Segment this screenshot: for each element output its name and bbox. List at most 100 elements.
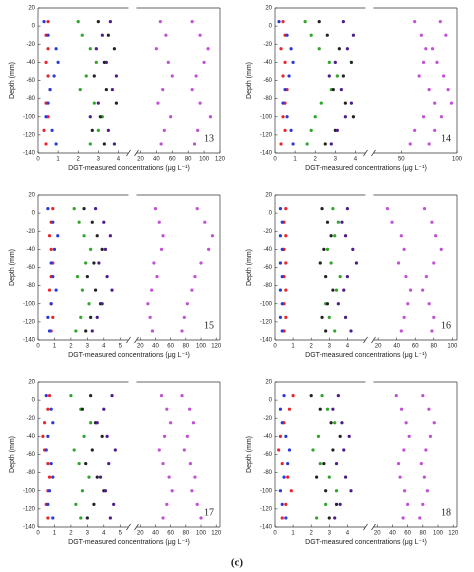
- data-point: [280, 329, 284, 333]
- data-point: [406, 302, 410, 306]
- data-point: [349, 101, 354, 105]
- data-point: [185, 302, 189, 306]
- data-point: [424, 47, 428, 51]
- y-tick-label: -80: [26, 96, 35, 102]
- data-point: [76, 19, 80, 24]
- data-point: [333, 329, 337, 333]
- data-point: [413, 19, 417, 24]
- data-point: [345, 206, 349, 211]
- data-point: [51, 220, 55, 224]
- y-tick-label: -20: [263, 229, 272, 235]
- y-tick-label: -120: [260, 132, 273, 138]
- data-point: [281, 115, 285, 119]
- data-point: [77, 461, 81, 466]
- data-point: [340, 220, 344, 224]
- data-point: [287, 407, 292, 411]
- x-tick-label: 40: [152, 344, 159, 350]
- data-point: [199, 516, 203, 520]
- data-point: [108, 234, 112, 238]
- axis-break: [363, 336, 368, 344]
- data-point: [194, 74, 198, 78]
- data-point: [208, 115, 213, 119]
- data-point: [84, 261, 88, 265]
- data-point: [291, 393, 295, 398]
- data-point: [47, 393, 52, 398]
- data-point: [283, 128, 287, 132]
- data-point: [334, 489, 339, 493]
- data-point: [158, 19, 162, 24]
- caption: (c): [231, 557, 244, 569]
- data-point: [289, 128, 293, 132]
- data-point: [309, 128, 313, 132]
- data-point: [51, 206, 55, 211]
- panel-label: 13: [204, 133, 214, 144]
- x-tick-label: 1: [53, 531, 57, 537]
- data-point: [170, 489, 174, 493]
- data-point: [385, 206, 389, 211]
- data-point: [339, 87, 343, 92]
- y-tick-label: 20: [265, 6, 272, 12]
- data-point: [432, 261, 436, 265]
- x-tick-label: 100: [447, 344, 458, 350]
- x-tick-label: 20: [137, 531, 144, 537]
- x-tick-label: 1: [53, 344, 57, 350]
- data-point: [404, 274, 408, 279]
- data-point: [283, 60, 287, 64]
- x-axis-label: DGT-measured concentrations (μg L⁻¹): [305, 352, 427, 359]
- y-tick-label: -100: [260, 301, 273, 307]
- data-point: [52, 247, 57, 251]
- data-point: [333, 516, 337, 520]
- x-tick-label: 100: [199, 157, 210, 163]
- data-point: [102, 220, 106, 224]
- data-point: [327, 516, 331, 520]
- data-point: [419, 33, 423, 37]
- data-point: [199, 261, 203, 265]
- data-point: [47, 329, 52, 333]
- y-axis-label: Depth (mm): [246, 436, 253, 473]
- data-point: [46, 461, 50, 466]
- data-point: [206, 47, 210, 51]
- data-point: [92, 101, 96, 105]
- data-point: [433, 128, 437, 132]
- x-tick-label: 2: [310, 344, 314, 350]
- data-point: [44, 60, 48, 64]
- x-axis-label: DGT-measured concentrations (μg L⁻¹): [68, 539, 190, 546]
- data-point: [89, 315, 93, 319]
- data-point: [84, 74, 88, 78]
- data-point: [104, 60, 108, 64]
- data-point: [285, 115, 289, 119]
- data-point: [280, 220, 284, 224]
- data-point: [100, 434, 104, 438]
- axis-break: [134, 523, 139, 531]
- data-point: [318, 407, 322, 411]
- data-point: [98, 115, 102, 119]
- x-tick-label: 4: [117, 157, 121, 163]
- data-point: [430, 47, 435, 51]
- data-point: [399, 329, 403, 333]
- data-point: [390, 220, 394, 224]
- data-point: [336, 220, 340, 224]
- data-point: [433, 101, 437, 105]
- data-point: [287, 448, 292, 452]
- data-point: [82, 434, 86, 438]
- data-point: [96, 19, 100, 24]
- x-tick-label: 60: [167, 531, 174, 537]
- data-point: [49, 261, 53, 265]
- y-axis-label: Depth (mm): [246, 62, 253, 99]
- data-point: [343, 315, 348, 319]
- data-point: [79, 315, 83, 319]
- data-point: [430, 220, 434, 224]
- axis-break: [126, 523, 131, 531]
- data-point: [305, 142, 309, 146]
- data-point: [108, 516, 112, 520]
- data-point: [156, 101, 160, 105]
- data-point: [331, 206, 335, 211]
- data-point: [162, 128, 166, 132]
- data-point: [424, 448, 428, 452]
- data-point: [159, 142, 163, 146]
- data-point: [439, 115, 444, 119]
- x-tick-label: 5: [119, 531, 123, 537]
- y-tick-label: -40: [26, 60, 35, 66]
